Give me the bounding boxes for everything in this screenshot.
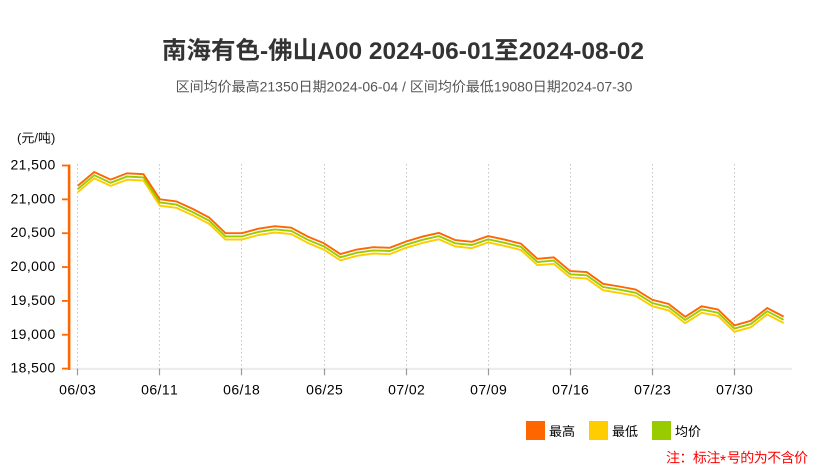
svg-text:19080: 19080 [494,79,533,95]
svg-text:07/30: 07/30 [716,382,753,398]
svg-text:06/03: 06/03 [59,382,96,398]
svg-text:06/11: 06/11 [141,382,178,398]
svg-text:2024-08-02: 2024-08-02 [519,38,644,65]
svg-text:07/09: 07/09 [470,382,507,398]
svg-text:21350: 21350 [260,79,299,95]
svg-text:06/25: 06/25 [306,382,343,398]
svg-text:2024-07-30: 2024-07-30 [561,79,633,95]
svg-text:): ) [51,131,55,146]
svg-text:20,500: 20,500 [10,224,55,240]
svg-text:21,000: 21,000 [10,190,55,206]
svg-text:06/18: 06/18 [223,382,260,398]
svg-text:21,500: 21,500 [10,157,55,173]
svg-text:07/23: 07/23 [634,382,671,398]
svg-text:19,000: 19,000 [10,326,55,342]
svg-text:-: - [260,38,268,65]
svg-text:20,000: 20,000 [10,258,55,274]
svg-text:*: * [720,453,726,470]
svg-text:A00 2024-06-01: A00 2024-06-01 [317,38,494,65]
svg-text:18,500: 18,500 [10,360,55,376]
svg-text:(: ( [17,131,22,146]
svg-text:07/02: 07/02 [388,382,425,398]
svg-text:07/16: 07/16 [552,382,589,398]
svg-text:19,500: 19,500 [10,292,55,308]
svg-text:/: / [34,131,38,146]
svg-text:2024-06-04 /: 2024-06-04 / [327,79,410,95]
